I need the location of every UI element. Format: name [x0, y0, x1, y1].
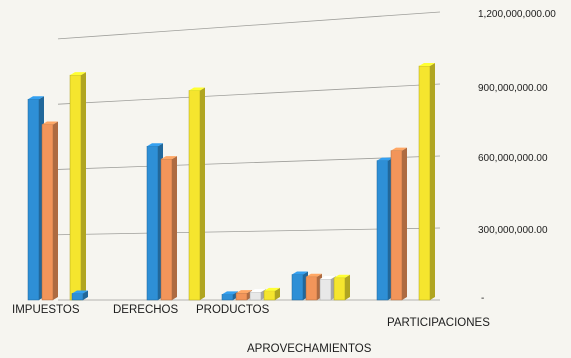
bar-front — [146, 146, 159, 301]
bar-top — [292, 271, 308, 275]
bar-top — [236, 290, 252, 294]
bar-top — [334, 274, 350, 278]
category-label-productos: PRODUCTOS — [196, 304, 270, 316]
x-axis-category-labels: IMPUESTOS DERECHOS PRODUCTOS APROVECHAMI… — [12, 304, 490, 355]
bar — [319, 276, 336, 301]
category-label-derechos: DERECHOS — [113, 304, 179, 316]
bar-top — [28, 96, 44, 100]
category-label-aprovechamientos: APROVECHAMIENTOS — [247, 343, 372, 355]
bar — [305, 273, 322, 301]
bar-front — [376, 160, 389, 301]
y-tick-label: 1,200,000,000.00 — [478, 9, 556, 20]
bars — [27, 63, 435, 301]
bar — [333, 274, 350, 301]
bar-front — [221, 294, 234, 301]
bar-top — [264, 287, 280, 291]
bar-front — [41, 124, 54, 301]
bar-side — [81, 72, 86, 300]
bar-top — [391, 147, 407, 151]
bar-front — [235, 292, 248, 301]
bar — [69, 72, 86, 301]
bar-side — [345, 274, 350, 300]
gridline — [57, 83, 441, 105]
bar — [146, 143, 163, 301]
bar — [418, 63, 435, 301]
gridline — [57, 155, 441, 170]
y-tick-label: 900,000,000.00 — [478, 83, 548, 94]
bar — [249, 288, 266, 301]
bar-top — [306, 273, 322, 277]
bar — [291, 271, 308, 301]
category-label-participaciones: PARTICIPACIONES — [387, 317, 490, 329]
bar-top — [320, 276, 336, 280]
bar-front — [249, 291, 262, 301]
bar-top — [222, 291, 238, 295]
category-label-impuestos: IMPUESTOS — [12, 304, 80, 316]
y-axis-tick-labels: 1,200,000,000.00 900,000,000.00 600,000,… — [478, 9, 556, 304]
bar-top — [70, 72, 86, 76]
bar-front — [160, 158, 173, 301]
bar — [221, 291, 238, 301]
bar-side — [275, 287, 280, 300]
bar-side — [402, 147, 407, 300]
gridline — [57, 11, 441, 40]
y-tick-label: - — [481, 293, 484, 304]
bar — [376, 157, 393, 301]
bar-side — [53, 121, 58, 300]
bar-top — [147, 143, 163, 147]
bar-front — [291, 274, 304, 301]
y-tick-label: 600,000,000.00 — [478, 153, 548, 164]
bar-top — [161, 156, 177, 160]
bar-top — [377, 157, 393, 161]
bar-top — [250, 288, 266, 292]
bar-front — [418, 65, 431, 301]
gridlines — [57, 11, 441, 301]
gridline — [57, 227, 441, 236]
bar-side — [200, 87, 205, 300]
bar-front — [263, 290, 276, 301]
bar-top — [419, 63, 435, 67]
bar-front — [69, 74, 82, 301]
bar — [390, 147, 407, 301]
bar-front — [390, 150, 403, 301]
bar — [188, 87, 205, 301]
bar-top — [42, 121, 58, 125]
bar-side — [430, 63, 435, 301]
bar-front — [188, 90, 201, 301]
bar-side — [172, 156, 177, 300]
bar-front — [71, 293, 84, 301]
bar-front — [333, 277, 346, 301]
bar-top — [189, 87, 205, 91]
bar-side — [83, 290, 88, 300]
bar — [71, 290, 88, 301]
bar — [27, 96, 44, 301]
bar-front — [319, 278, 332, 301]
bar — [160, 156, 177, 301]
bar — [263, 287, 280, 301]
bar — [41, 121, 58, 301]
bar-front — [305, 276, 318, 301]
bar-top — [72, 290, 88, 294]
bar-front — [27, 99, 40, 301]
bar — [235, 290, 252, 301]
y-tick-label: 300,000,000.00 — [478, 225, 548, 236]
